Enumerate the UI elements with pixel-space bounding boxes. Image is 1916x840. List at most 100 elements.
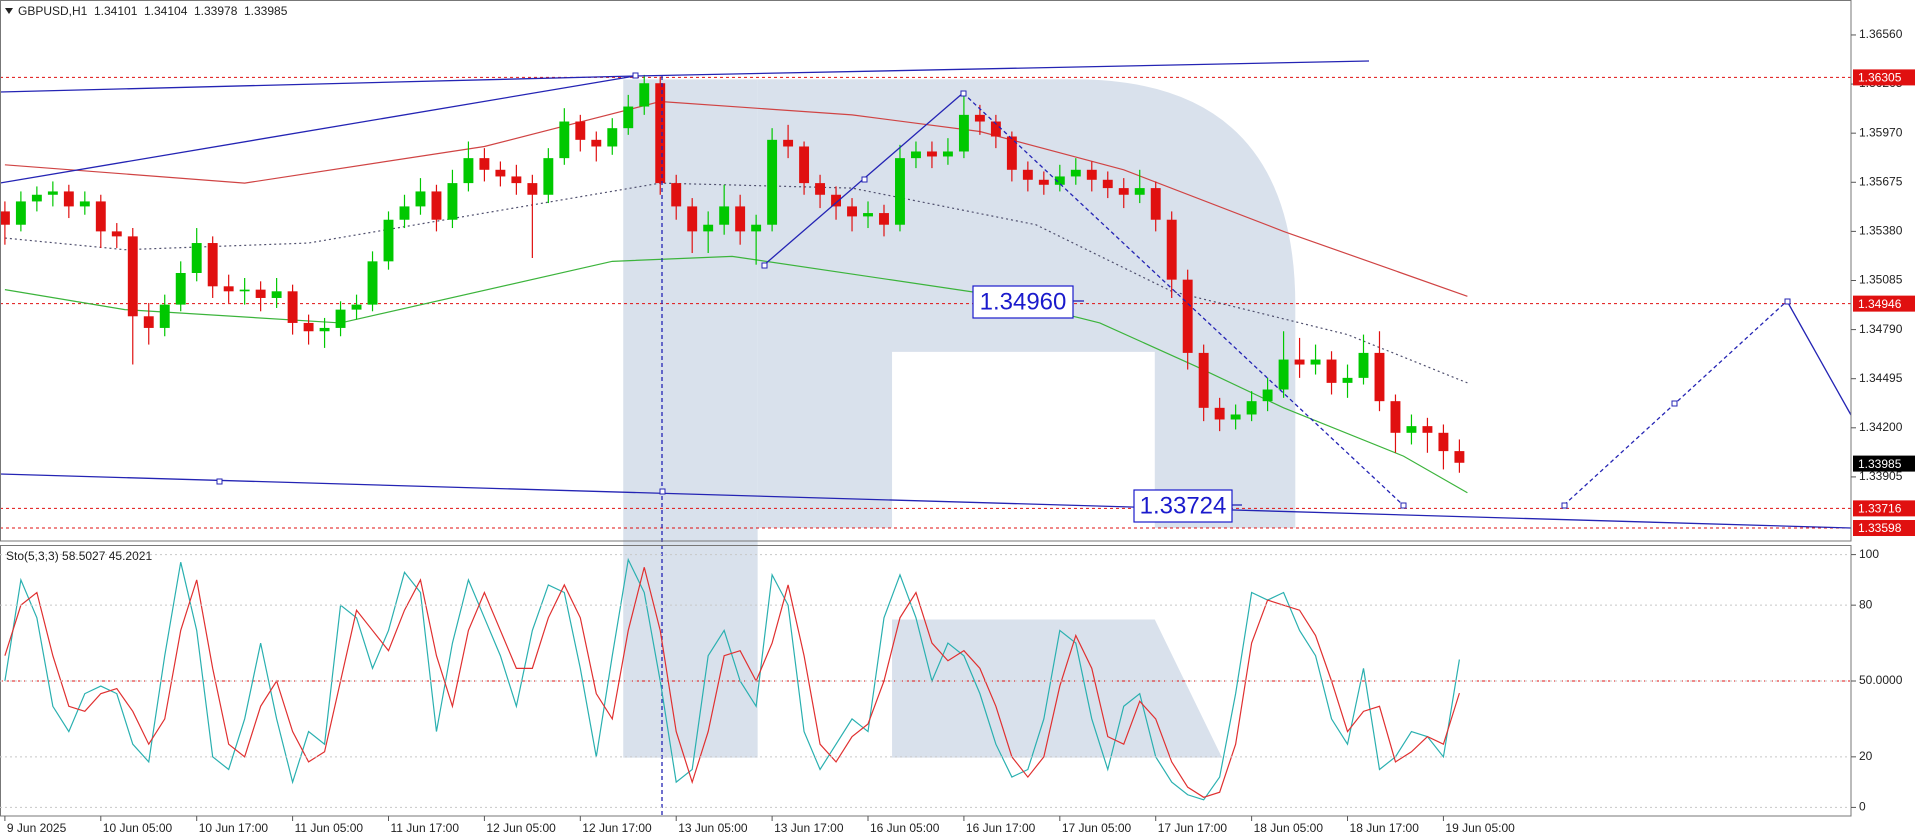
candle-body (559, 121, 570, 159)
candle-body (1262, 389, 1273, 402)
anchor-point (960, 90, 967, 97)
candle-body (639, 83, 650, 107)
candle-body (543, 158, 554, 195)
candle-body (479, 158, 490, 170)
candle-body (1422, 426, 1433, 433)
price-label: 1.33724 (1140, 492, 1227, 519)
candle-body (127, 236, 138, 317)
candle-body (511, 176, 522, 184)
y-tick-label: 0 (1859, 800, 1866, 814)
candle-body (671, 183, 682, 207)
main-frame (0, 0, 1852, 542)
header-close: 1.33985 (244, 4, 288, 18)
y-tick-label: 1.35380 (1859, 224, 1903, 238)
candle-body (335, 309, 346, 328)
candles (0, 74, 1465, 473)
menu-arrow[interactable] (5, 8, 13, 14)
anchor-point (216, 478, 223, 485)
candle-body (207, 243, 218, 287)
symbol-title: GBPUSD,H1 (18, 4, 88, 18)
anchor-point (1671, 400, 1678, 407)
y-tick-label: 1.33905 (1859, 469, 1903, 483)
candle-body (1374, 352, 1385, 402)
candle-body (1134, 188, 1145, 195)
candle-body (942, 151, 953, 157)
candle-body (1070, 169, 1081, 177)
candle-body (191, 243, 202, 273)
candle-body (1246, 401, 1257, 415)
candle-body (1214, 407, 1225, 420)
trend-line (0, 75, 636, 93)
candle-body (495, 169, 506, 177)
axes: 1.365601.362651.359701.356751.353801.350… (0, 27, 1915, 835)
price-label-box (972, 285, 1074, 319)
x-tick-label: 16 Jun 05:00 (870, 821, 940, 835)
candle-body (1230, 414, 1241, 420)
candle-body (687, 206, 698, 232)
candle-body (383, 219, 394, 262)
candle-body (63, 191, 74, 207)
candle-body (175, 272, 186, 305)
candle-body (1118, 188, 1129, 195)
candle-body (1454, 451, 1465, 463)
candle-body (1102, 179, 1113, 189)
candle-body (926, 151, 937, 157)
candle-body (1326, 359, 1337, 383)
header-low: 1.33978 (194, 4, 238, 18)
x-tick-label: 13 Jun 05:00 (678, 821, 748, 835)
candle-body (351, 304, 362, 310)
candle-body (527, 183, 538, 195)
candle-body (271, 291, 282, 298)
candle-body (287, 291, 298, 323)
candle-body (974, 114, 985, 122)
y-tick-label: 100 (1859, 547, 1879, 561)
trend-line (0, 473, 1852, 529)
candle-body (47, 191, 58, 195)
candle-body (1438, 432, 1449, 452)
forecast-line (962, 92, 1404, 506)
level-label: 1.36305 (1858, 71, 1902, 85)
logo-leg (892, 619, 1222, 758)
x-tick-label: 16 Jun 17:00 (966, 821, 1036, 835)
forecast-line (1786, 300, 1852, 416)
x-tick-label: 17 Jun 17:00 (1158, 821, 1228, 835)
candle-body (1006, 136, 1017, 170)
candle-body (111, 231, 122, 237)
moving-average (4, 100, 1468, 297)
y-tick-label: 1.35970 (1859, 125, 1903, 139)
candle-body (895, 158, 905, 225)
candle-body (415, 191, 426, 207)
price-label: 1.34960 (980, 288, 1067, 315)
stoch-line (4, 557, 1460, 801)
x-tick-label: 18 Jun 05:00 (1254, 821, 1324, 835)
x-tick-label: 11 Jun 05:00 (295, 821, 364, 835)
x-tick-label: 10 Jun 05:00 (103, 821, 173, 835)
x-tick-label: 19 Jun 05:00 (1445, 821, 1515, 835)
stoch-title: Sto(5,3,3) 58.5027 45.2021 (6, 549, 152, 563)
x-tick-label: 9 Jun 2025 (7, 821, 67, 835)
candle-body (911, 151, 921, 159)
level-label: 1.34946 (1858, 297, 1902, 311)
candle-body (847, 206, 857, 217)
candle-body (1182, 279, 1193, 353)
candle-body (623, 106, 634, 129)
candle-body (0, 211, 10, 225)
candle-body (575, 121, 586, 140)
candle-body (751, 224, 762, 232)
anchor-point (1784, 298, 1791, 305)
anchor-point (632, 72, 639, 79)
candle-body (1278, 359, 1289, 390)
x-tick-label: 13 Jun 17:00 (774, 821, 844, 835)
candle-body (655, 83, 666, 184)
anchor-point (761, 262, 768, 269)
anchor-point (1561, 502, 1568, 509)
candle-body (831, 194, 841, 207)
level-label: 1.33598 (1858, 521, 1902, 535)
candle-body (703, 224, 714, 232)
header-high: 1.34104 (144, 4, 188, 18)
levels (0, 76, 1851, 529)
candle-body (1198, 352, 1209, 408)
candle-body (159, 304, 170, 328)
candle-body (1406, 426, 1417, 433)
